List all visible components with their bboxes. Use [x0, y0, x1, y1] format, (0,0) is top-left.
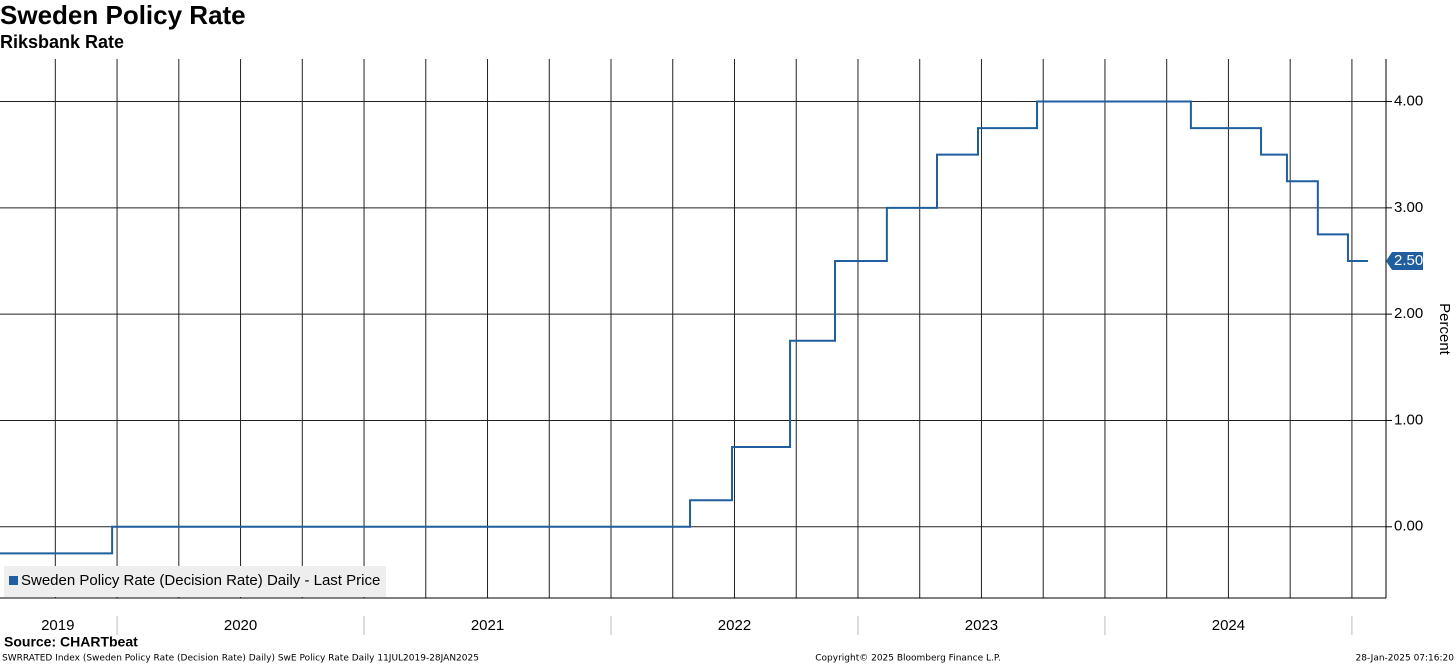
- legend-label: Sweden Policy Rate (Decision Rate) Daily…: [21, 572, 380, 589]
- series-line: [0, 100, 1368, 555]
- y-tick-label: 4.00: [1394, 92, 1423, 109]
- legend-swatch: [9, 576, 18, 585]
- footer-center: Copyright© 2025 Bloomberg Finance L.P.: [815, 654, 1000, 664]
- x-tick-label: 2024: [1212, 617, 1245, 634]
- last-price-tag: [1386, 251, 1423, 270]
- footer-right: 28-Jan-2025 07:16:20: [1355, 654, 1454, 664]
- x-tick-label: 2021: [471, 617, 504, 634]
- last-price-label: 2.50: [1394, 252, 1423, 269]
- y-axis-label: Percent: [1436, 303, 1453, 356]
- chart-subtitle: Riksbank Rate: [0, 32, 124, 52]
- x-tick-label: 2019: [41, 617, 74, 634]
- x-tick-label: 2022: [718, 617, 751, 634]
- x-tick-label: 2023: [965, 617, 998, 634]
- chart-title: Sweden Policy Rate: [0, 0, 246, 30]
- legend-box: [4, 566, 386, 597]
- y-tick-label: 0.00: [1394, 518, 1423, 535]
- y-tick-label: 1.00: [1394, 411, 1423, 428]
- footer-left: SWRRATED Index (Sweden Policy Rate (Deci…: [2, 654, 479, 664]
- source: Source: CHARTbeat: [4, 634, 138, 650]
- y-tick-label: 2.00: [1394, 305, 1423, 322]
- y-tick-label: 3.00: [1394, 199, 1423, 216]
- x-tick-label: 2020: [224, 617, 257, 634]
